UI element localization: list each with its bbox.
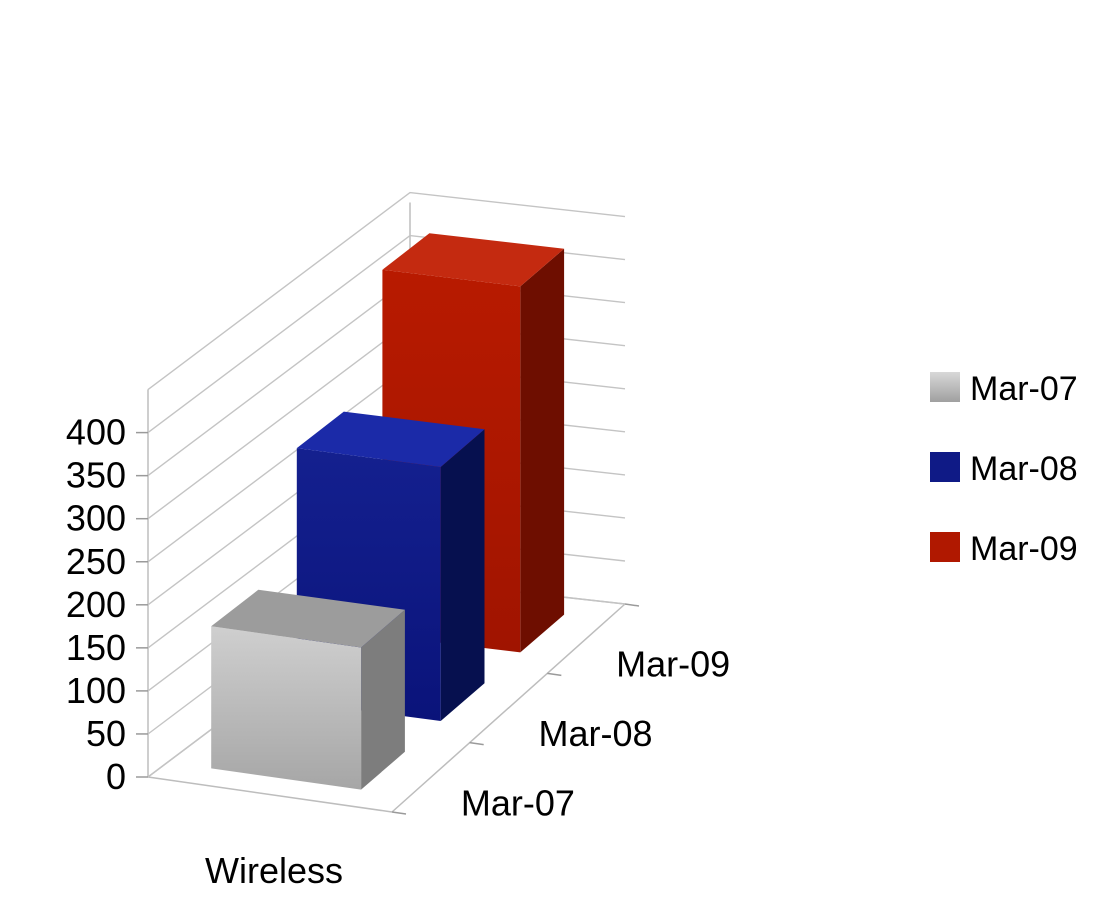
legend-swatch bbox=[930, 372, 960, 402]
legend-item: Mar-09 bbox=[930, 530, 1078, 568]
y-tick-label: 150 bbox=[66, 627, 126, 668]
depth-axis: Mar-07 Mar-08 Mar-09 bbox=[391, 603, 730, 823]
bar-top-face bbox=[211, 589, 405, 648]
y-tick-label: 400 bbox=[66, 412, 126, 453]
legend-swatch bbox=[930, 452, 960, 482]
depth-tick-label: Mar-08 bbox=[539, 713, 653, 754]
bar-side-face bbox=[440, 429, 485, 721]
y-tick-label: 300 bbox=[66, 498, 126, 539]
bar-front-face bbox=[211, 626, 362, 790]
y-tick-label: 100 bbox=[66, 670, 126, 711]
gridline bbox=[147, 191, 626, 391]
depth-tick bbox=[391, 811, 407, 815]
legend-label: Mar-07 bbox=[970, 370, 1078, 408]
depth-tick bbox=[547, 672, 562, 677]
legend-label: Mar-08 bbox=[970, 450, 1078, 488]
bar-side-face bbox=[361, 609, 405, 790]
y-tick-label: 250 bbox=[66, 541, 126, 582]
legend-item: Mar-08 bbox=[930, 450, 1078, 488]
depth-tick bbox=[624, 603, 640, 607]
bars bbox=[211, 233, 565, 790]
floor-right-edge bbox=[391, 603, 626, 813]
bar-top-face bbox=[382, 233, 565, 287]
depth-tick-label: Mar-09 bbox=[616, 644, 730, 685]
y-tick-label: 0 bbox=[106, 756, 126, 797]
legend-label: Mar-09 bbox=[970, 530, 1078, 568]
y-tick-label: 200 bbox=[66, 584, 126, 625]
legend: Mar-07 Mar-08 Mar-09 bbox=[930, 370, 1078, 568]
y-tick-label: 50 bbox=[86, 713, 126, 754]
depth-tick bbox=[469, 741, 484, 746]
category-axis: Wireless bbox=[205, 850, 343, 891]
bar-top-face bbox=[296, 411, 485, 467]
floor-front-edge bbox=[147, 776, 393, 813]
bar-Mar-07 bbox=[211, 589, 405, 790]
legend-item: Mar-07 bbox=[930, 370, 1078, 408]
depth-tick-label: Mar-07 bbox=[461, 782, 575, 823]
category-label: Wireless bbox=[205, 850, 343, 891]
legend-swatch bbox=[930, 532, 960, 562]
bar-side-face bbox=[520, 248, 565, 653]
y-tick-label: 350 bbox=[66, 455, 126, 496]
